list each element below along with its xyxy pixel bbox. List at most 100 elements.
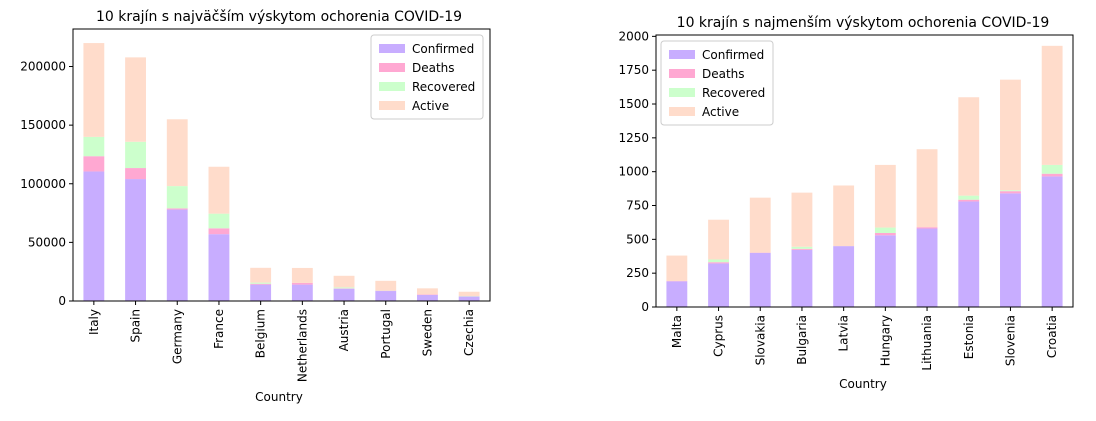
bar-confirmed-portugal (375, 291, 397, 301)
bar-confirmed-bulgaria (791, 249, 813, 307)
bar-confirmed-hungary (874, 235, 896, 307)
bar-active-spain (125, 57, 146, 142)
bar-active-slovenia (1000, 79, 1021, 191)
x-tick-label: Hungary (878, 315, 892, 366)
bar-deaths-netherlands (291, 282, 313, 285)
bar-active-austria (333, 275, 355, 288)
x-tick-label: Sweden (420, 309, 434, 356)
legend-swatch-confirmed (379, 44, 405, 53)
x-tick-label: Lithuania (920, 315, 934, 371)
bar-recovered-austria (333, 287, 355, 289)
legend-label-deaths: Deaths (412, 61, 455, 75)
x-tick-label: Italy (87, 309, 101, 335)
legend-label-confirmed: Confirmed (702, 48, 764, 62)
bar-active-hungary (874, 164, 896, 228)
bar-confirmed-austria (333, 288, 355, 301)
bar-active-croatia (1041, 45, 1063, 165)
bar-confirmed-italy (83, 171, 105, 301)
bar-active-belgium (250, 267, 272, 283)
x-tick-label: Latvia (837, 315, 851, 352)
bar-deaths-estonia (958, 199, 980, 202)
x-tick-label: Malta (670, 315, 684, 348)
bar-active-lithuania (916, 149, 938, 228)
bar-active-italy (83, 43, 105, 137)
bar-confirmed-slovakia (749, 252, 771, 307)
legend-label-confirmed: Confirmed (412, 42, 474, 56)
bar-recovered-italy (83, 136, 105, 157)
bar-active-latvia (833, 185, 855, 247)
bar-active-sweden (417, 288, 438, 295)
x-tick-label: Portugal (379, 309, 393, 359)
bar-active-portugal (375, 280, 397, 291)
x-axis-label: Country (839, 377, 887, 391)
bar-confirmed-croatia (1041, 176, 1063, 307)
x-tick-label: Estonia (962, 315, 976, 359)
y-tick-label: 1250 (618, 131, 649, 145)
bar-confirmed-belgium (250, 284, 272, 301)
legend-swatch-confirmed (669, 50, 695, 59)
bar-confirmed-sweden (417, 294, 438, 301)
y-tick-label: 250 (626, 266, 649, 280)
plot-frame (655, 34, 1074, 308)
bar-deaths-lithuania (916, 227, 938, 229)
legend-swatch-recovered (669, 88, 695, 97)
bar-recovered-slovenia (1000, 190, 1021, 192)
y-tick-label: 1000 (618, 165, 649, 179)
bar-confirmed-spain (125, 179, 146, 301)
y-tick-label: 1750 (618, 63, 649, 77)
chart-title: 10 krajín s najväčším výskytom ochorenia… (96, 9, 462, 25)
legend-swatch-recovered (379, 82, 405, 91)
legend-label-active: Active (702, 105, 739, 119)
x-tick-label: Slovenia (1003, 315, 1017, 366)
bar-deaths-belgium (250, 283, 272, 285)
legend-swatch-active (379, 101, 405, 110)
y-tick-label: 0 (641, 300, 649, 314)
legend-swatch-active (669, 107, 695, 116)
bar-recovered-germany (166, 186, 188, 209)
bar-active-germany (166, 119, 188, 187)
y-tick-label: 100000 (20, 177, 66, 191)
bar-deaths-hungary (874, 232, 896, 236)
legend-swatch-deaths (379, 63, 405, 72)
bar-deaths-spain (125, 168, 146, 180)
bar-confirmed-france (208, 234, 230, 301)
bar-active-czechia (458, 291, 480, 297)
bar-recovered-france (208, 213, 230, 229)
x-tick-label: France (212, 309, 226, 349)
y-tick-label: 50000 (28, 235, 66, 249)
y-tick-label: 750 (626, 199, 649, 213)
bar-recovered-bulgaria (791, 246, 813, 249)
legend-swatch-deaths (669, 69, 695, 78)
bar-recovered-hungary (874, 227, 896, 233)
chart-title: 10 krajín s najmenším výskytom ochorenia… (677, 15, 1050, 31)
bar-deaths-italy (83, 156, 105, 172)
bar-recovered-estonia (958, 195, 980, 200)
bar-deaths-slovenia (1000, 191, 1021, 194)
x-tick-label: Spain (129, 309, 143, 343)
x-tick-label: Cyprus (712, 315, 726, 357)
y-tick-label: 1500 (618, 97, 649, 111)
bar-deaths-croatia (1041, 173, 1063, 177)
bar-recovered-croatia (1041, 164, 1063, 174)
bar-active-france (208, 166, 230, 214)
bar-confirmed-netherlands (291, 284, 313, 301)
x-tick-label: Slovakia (753, 315, 767, 365)
x-tick-label: Germany (170, 309, 184, 364)
bar-recovered-cyprus (708, 259, 729, 263)
bar-active-slovakia (749, 197, 771, 253)
chart-largest: 10 krajín s najväčším výskytom ochorenia… (20, 9, 491, 404)
y-tick-label: 0 (58, 294, 66, 308)
bar-deaths-france (208, 228, 230, 235)
y-tick-label: 500 (626, 232, 649, 246)
bar-confirmed-estonia (958, 201, 980, 307)
legend-label-recovered: Recovered (702, 86, 765, 100)
chart-smallest: 10 krajín s najmenším výskytom ochorenia… (618, 15, 1074, 391)
bar-active-cyprus (708, 219, 729, 260)
bar-deaths-germany (166, 208, 188, 210)
bar-confirmed-malta (666, 281, 688, 307)
bar-active-netherlands (291, 267, 313, 283)
bar-deaths-cyprus (708, 262, 729, 264)
legend (370, 34, 484, 120)
bar-confirmed-cyprus (708, 263, 729, 307)
